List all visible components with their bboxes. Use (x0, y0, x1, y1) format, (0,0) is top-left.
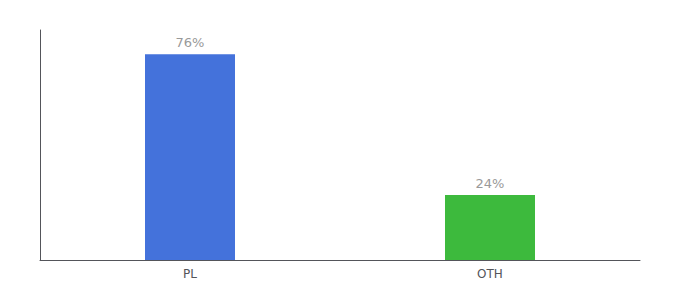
svg-text:PL: PL (183, 267, 197, 281)
svg-text:OTH: OTH (477, 267, 503, 281)
svg-text:76%: 76% (176, 35, 205, 50)
svg-text:24%: 24% (476, 176, 505, 191)
